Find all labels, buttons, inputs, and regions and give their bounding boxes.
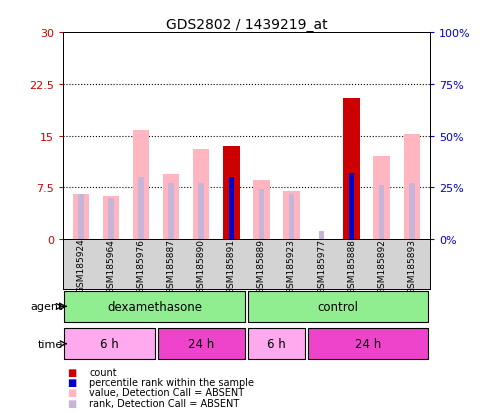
Bar [223,147,240,240]
Text: ■: ■ [68,367,77,377]
Bar [228,178,234,240]
Text: 6 h: 6 h [267,337,286,350]
Bar [248,328,305,360]
Bar [343,98,360,240]
Bar [228,178,234,240]
Text: count: count [89,367,117,377]
Text: 6 h: 6 h [100,337,119,350]
Bar [259,190,264,240]
Text: dexamethasone: dexamethasone [107,300,202,313]
Bar [403,135,420,240]
Bar [157,328,245,360]
Bar [343,98,360,240]
Bar [248,291,428,323]
Bar [283,191,300,240]
Bar [193,150,210,240]
Bar [72,195,89,240]
Bar [108,198,114,240]
Bar [133,131,149,240]
Bar [199,184,204,240]
Bar [289,194,294,240]
Bar [409,184,414,240]
Text: agent: agent [30,301,63,312]
Bar [253,181,270,240]
Text: ■: ■ [68,398,77,408]
Bar [103,197,119,240]
Text: percentile rank within the sample: percentile rank within the sample [89,377,255,387]
Text: value, Detection Call = ABSENT: value, Detection Call = ABSENT [89,387,244,397]
Text: control: control [318,300,358,313]
Bar [64,328,155,360]
Bar [138,178,144,240]
Text: ■: ■ [68,377,77,387]
Bar [319,231,324,240]
Bar [78,194,84,240]
Text: ■: ■ [68,387,77,397]
Title: GDS2802 / 1439219_at: GDS2802 / 1439219_at [166,18,327,32]
Text: rank, Detection Call = ABSENT: rank, Detection Call = ABSENT [89,398,240,408]
Bar [223,147,240,240]
Bar [373,157,390,240]
Bar [349,173,355,240]
Text: time: time [38,339,63,349]
Bar [349,173,355,240]
Bar [163,174,179,240]
Bar [169,184,174,240]
Bar [308,328,428,360]
Text: 24 h: 24 h [188,337,214,350]
Text: 24 h: 24 h [355,337,381,350]
Bar [379,186,384,240]
Bar [64,291,245,323]
